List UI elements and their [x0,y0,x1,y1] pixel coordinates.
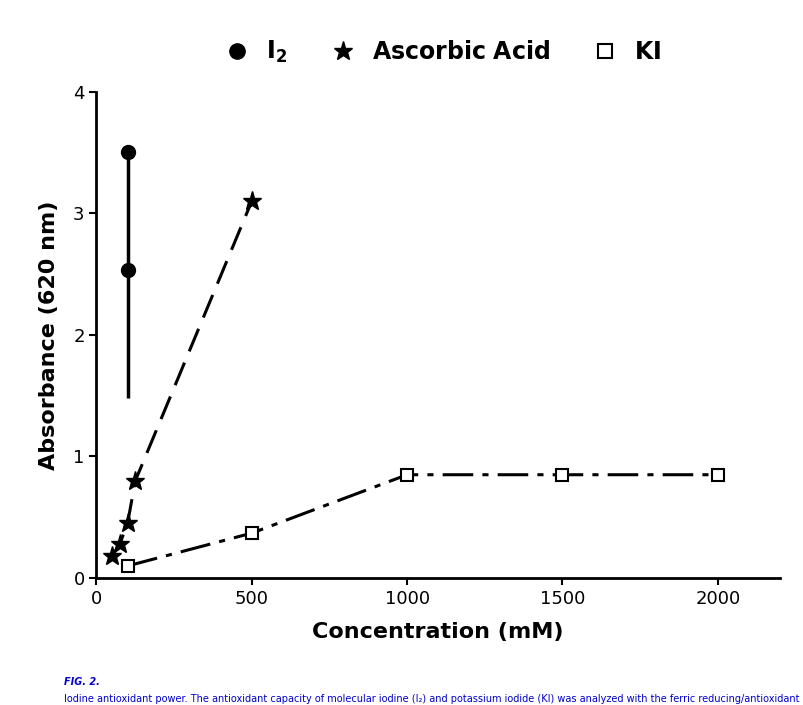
Legend: $\mathbf{I_2}$, $\mathbf{Ascorbic\ Acid}$, $\mathbf{KI}$: $\mathbf{I_2}$, $\mathbf{Ascorbic\ Acid}… [206,30,670,74]
Text: Iodine antioxidant power. The antioxidant capacity of molecular iodine (I₂) and : Iodine antioxidant power. The antioxidan… [64,694,799,705]
X-axis label: Concentration (mM): Concentration (mM) [312,622,563,642]
Y-axis label: Absorbance (620 nm): Absorbance (620 nm) [39,200,59,470]
Text: FIG. 2.: FIG. 2. [64,677,100,687]
